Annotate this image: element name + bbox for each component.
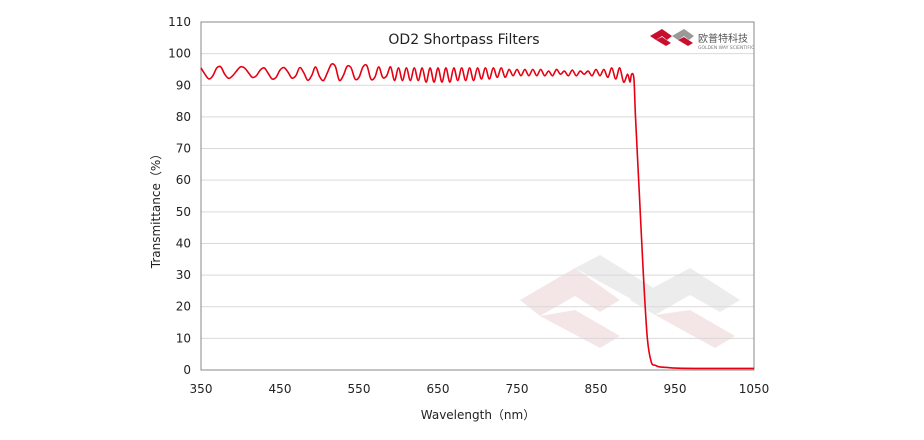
x-tick-label: 950 (664, 382, 687, 396)
y-tick-label: 110 (168, 15, 191, 29)
logo-name-cn: 欧普特科技 (698, 32, 748, 45)
y-tick-labels: 0 10 20 30 40 50 60 70 80 90 100 110 (168, 15, 191, 377)
y-axis-label: Transmittance（%） (149, 148, 163, 270)
y-tick-label: 30 (176, 268, 191, 282)
x-tick-label: 750 (506, 382, 529, 396)
transmittance-series-line (200, 63, 754, 370)
watermark-logo (520, 255, 740, 348)
x-tick-label: 650 (427, 382, 450, 396)
y-tick-label: 0 (183, 363, 191, 377)
x-tick-label: 450 (269, 382, 292, 396)
logo-mark-icon (650, 29, 694, 46)
chart-title: OD2 Shortpass Filters (388, 32, 539, 48)
x-tick-label: 550 (348, 382, 371, 396)
x-tick-label: 850 (585, 382, 608, 396)
y-tick-label: 40 (176, 236, 191, 250)
x-tick-label: 350 (190, 382, 213, 396)
y-tick-label: 50 (176, 205, 191, 219)
x-axis-label: Wavelength（nm） (421, 408, 535, 422)
y-tick-label: 60 (176, 173, 191, 187)
plot-frame (200, 21, 755, 371)
y-tick-label: 10 (176, 331, 191, 345)
y-tick-label: 70 (176, 142, 191, 156)
x-tick-label: 1050 (739, 382, 770, 396)
logo-name-en: GOLDEN WAY SCIENTIFIC (698, 45, 754, 51)
x-tick-labels: 350 450 550 650 750 850 950 1050 (190, 382, 770, 396)
y-tick-label: 100 (168, 47, 191, 61)
grid-lines (201, 21, 754, 371)
y-tick-label: 90 (176, 78, 191, 92)
company-logo: 欧普特科技 GOLDEN WAY SCIENTIFIC (650, 29, 754, 51)
y-tick-label: 20 (176, 300, 191, 314)
y-tick-label: 80 (176, 110, 191, 124)
